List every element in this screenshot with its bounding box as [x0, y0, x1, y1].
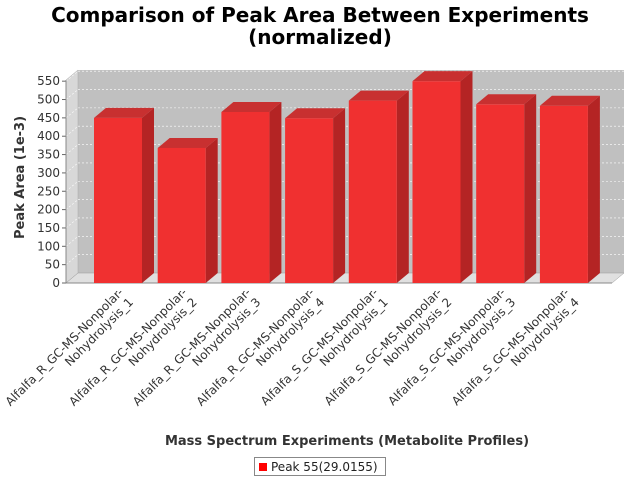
gridline-diag	[65, 181, 79, 192]
y-tick-label: 150	[37, 221, 60, 235]
gridline-diag	[65, 217, 79, 229]
y-tick-label: 300	[37, 166, 60, 180]
chart-title-line-2: (normalized)	[248, 25, 392, 49]
gridline-diag	[65, 254, 79, 265]
y-tick-label: 450	[37, 111, 60, 125]
y-tick-label: 50	[45, 258, 60, 272]
gridline-diag	[65, 162, 79, 174]
bar	[412, 81, 461, 283]
bar-top	[157, 137, 218, 148]
bar	[285, 118, 334, 284]
gridline-diag	[65, 199, 79, 210]
y-tick-label: 200	[37, 203, 60, 217]
y-tick-label: 400	[37, 129, 60, 143]
bar-top	[476, 94, 537, 105]
legend-swatch	[259, 462, 267, 471]
bar	[348, 100, 397, 283]
legend-label: Peak 55(29.0155)	[271, 459, 378, 474]
y-axis-title: Peak Area (1e-3)	[13, 116, 28, 239]
gridline-diag	[65, 125, 79, 137]
y-tick-label: 250	[37, 184, 60, 198]
bar-top	[285, 108, 346, 119]
gridline-diag	[65, 70, 79, 82]
bar-side	[396, 90, 409, 283]
legend: Peak 55(29.0155)	[254, 457, 386, 476]
bar	[157, 147, 206, 283]
bar-side	[269, 101, 282, 283]
bar-top	[539, 95, 600, 106]
bar-top	[221, 101, 282, 112]
y-tick-label: 550	[37, 74, 60, 88]
gridline-diag	[65, 89, 79, 100]
y-tick-label: 500	[37, 93, 60, 107]
y-tick-label: 0	[52, 276, 60, 290]
bar	[94, 117, 142, 283]
bar-side	[205, 137, 218, 283]
bar	[539, 105, 588, 283]
bar	[476, 104, 525, 283]
bar-side	[524, 94, 537, 283]
bar-side	[460, 71, 473, 283]
chart-title-line-1: Comparison of Peak Area Between Experime…	[51, 3, 589, 27]
bar	[221, 111, 270, 283]
bar-side	[333, 108, 346, 284]
gridline-diag	[65, 144, 79, 155]
bar-top	[94, 107, 154, 118]
bar-top	[348, 90, 409, 101]
bar-side	[587, 95, 600, 283]
x-axis-title: Mass Spectrum Experiments (Metabolite Pr…	[165, 434, 529, 449]
gridline-diag	[65, 107, 79, 119]
plot-left-wall	[65, 69, 79, 284]
y-tick-label: 100	[37, 239, 60, 253]
gridline-diag	[65, 236, 79, 247]
bar-side	[142, 107, 154, 283]
y-tick-label: 350	[37, 148, 60, 162]
bar-top	[412, 71, 473, 82]
